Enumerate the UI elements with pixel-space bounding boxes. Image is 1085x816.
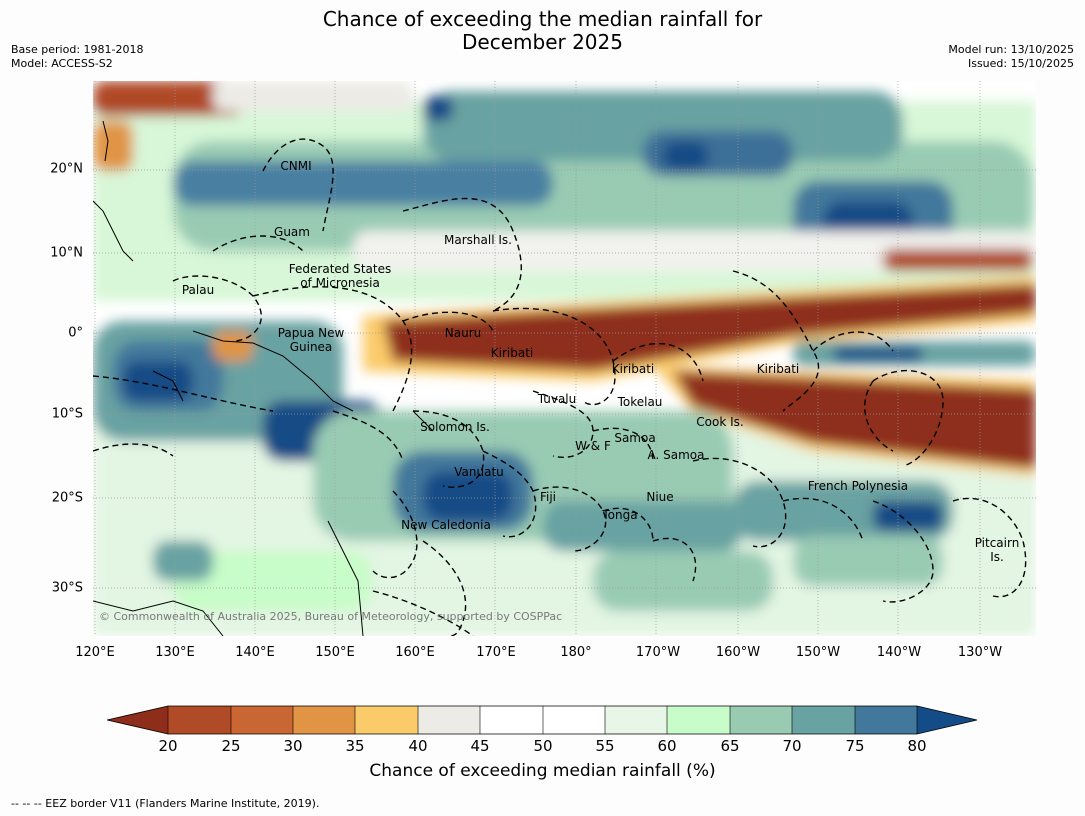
colorbar-tick-70: 70 <box>782 737 802 755</box>
colorbar-tick-75: 75 <box>845 737 865 755</box>
region-label-wallis-futuna[interactable]: W & F <box>575 439 611 453</box>
colorbar-tick-50: 50 <box>533 737 553 755</box>
lat-label-10s: 10°S <box>51 406 83 422</box>
region-label-samoa[interactable]: Samoa <box>614 431 656 445</box>
colorbar-extend-low <box>107 706 168 734</box>
map-canvas <box>93 81 1036 636</box>
lat-label-equator: 0° <box>68 325 83 341</box>
colorbar-dividers <box>167 706 918 734</box>
colorbar-segment-25-30 <box>231 706 293 734</box>
region-label-tonga[interactable]: Tonga <box>602 508 638 522</box>
colorbar-segment-60-65 <box>667 706 730 734</box>
eez-footnote: -- -- -- EEZ border V11 (Flanders Marine… <box>11 797 320 810</box>
lat-label-20s: 20°S <box>51 490 83 506</box>
colorbar-segment-40-45 <box>418 706 480 734</box>
rainfall-map[interactable] <box>93 81 1036 636</box>
region-label-fiji[interactable]: Fiji <box>539 490 557 504</box>
copyright-notice: © Commonwealth of Australia 2025, Bureau… <box>99 610 563 623</box>
colorbar-tick-55: 55 <box>595 737 615 755</box>
colorbar-tick-25: 25 <box>221 737 241 755</box>
colorbar-segment-65-70 <box>730 706 792 734</box>
region-label-fsm-line2[interactable]: of Micronesia <box>300 276 380 290</box>
map-title-line1: Chance of exceeding the median rainfall … <box>322 7 763 31</box>
lon-label-130e: 130°E <box>155 645 195 660</box>
region-label-pitcairn-line2[interactable]: Is. <box>990 550 1004 564</box>
lon-label-180: 180° <box>560 645 592 660</box>
colorbar-tick-40: 40 <box>408 737 428 755</box>
region-label-guam[interactable]: Guam <box>274 225 310 239</box>
model-run: Model run: 13/10/2025 <box>948 43 1074 56</box>
region-label-american-samoa[interactable]: A. Samoa <box>647 448 705 462</box>
region-label-kiribati-central[interactable]: Kiribati <box>611 362 655 376</box>
region-label-kiribati-west[interactable]: Kiribati <box>490 346 534 360</box>
colorbar-segment-55-60 <box>605 706 667 734</box>
region-label-cook-islands[interactable]: Cook Is. <box>696 415 744 429</box>
colorbar-segment-70-75 <box>792 706 855 734</box>
lon-label-150w: 150°W <box>795 645 841 660</box>
lat-label-20n: 20°N <box>50 161 83 177</box>
colorbar-segment-35-40 <box>355 706 418 734</box>
region-label-tuvalu[interactable]: Tuvalu <box>537 392 577 406</box>
coastlines <box>93 120 434 636</box>
lat-label-30s: 30°S <box>51 580 83 596</box>
forecast-shading <box>93 81 1036 636</box>
colorbar-tick-30: 30 <box>283 737 303 755</box>
region-label-png-line2[interactable]: Guinea <box>289 340 333 354</box>
colorbar-tick-45: 45 <box>470 737 490 755</box>
region-label-kiribati-east[interactable]: Kiribati <box>756 362 800 376</box>
lon-label-160w: 160°W <box>715 645 761 660</box>
region-label-fsm-line1[interactable]: Federated States <box>288 262 392 276</box>
region-label-png-line1[interactable]: Papua New <box>277 326 345 340</box>
colorbar-label: Chance of exceeding median rainfall (%) <box>369 761 716 781</box>
lon-label-160e: 160°E <box>395 645 435 660</box>
colorbar-extend-high <box>917 706 977 734</box>
lon-label-150e: 150°E <box>315 645 355 660</box>
region-label-solomon-islands[interactable]: Solomon Is. <box>420 420 490 434</box>
region-label-cnmi[interactable]: CNMI <box>280 159 312 173</box>
issued-date: Issued: 15/10/2025 <box>967 57 1074 70</box>
colorbar-tick-80: 80 <box>907 737 927 755</box>
region-label-marshall-islands[interactable]: Marshall Is. <box>444 233 512 247</box>
colorbar-segment-20-25 <box>168 706 231 734</box>
colorbar-tick-20: 20 <box>158 737 178 755</box>
eez-borders[interactable] <box>93 138 1027 636</box>
region-label-french-polynesia[interactable]: French Polynesia <box>807 479 909 493</box>
lon-label-120e: 120°E <box>75 645 115 660</box>
map-title-line2: December 2025 <box>462 30 623 54</box>
lon-label-130w: 130°W <box>957 645 1003 660</box>
graticule <box>93 81 1036 636</box>
colorbar-segment-75-80 <box>855 706 917 734</box>
lat-label-10n: 10°N <box>50 245 83 261</box>
region-label-tokelau[interactable]: Tokelau <box>617 395 663 409</box>
lon-label-140e: 140°E <box>235 645 275 660</box>
colorbar-segment-30-35 <box>293 706 355 734</box>
metadata-right: Model run: 13/10/2025 Issued: 15/10/2025 <box>948 43 1074 71</box>
colorbar-tick-65: 65 <box>720 737 740 755</box>
map-title: Chance of exceeding the median rainfall … <box>0 8 1085 54</box>
lon-label-170e: 170°E <box>476 645 516 660</box>
region-label-new-caledonia[interactable]: New Caledonia <box>401 518 491 532</box>
colorbar-tick-60: 60 <box>657 737 677 755</box>
region-label-pitcairn-line1[interactable]: Pitcairn <box>974 536 1020 550</box>
base-period: Base period: 1981-2018 <box>11 43 144 56</box>
metadata-left: Base period: 1981-2018 Model: ACCESS-S2 <box>11 43 143 71</box>
colorbar-tick-35: 35 <box>345 737 365 755</box>
colorbar-segment-50-55 <box>543 706 605 734</box>
lon-label-140w: 140°W <box>876 645 922 660</box>
lon-label-170w: 170°W <box>635 645 681 660</box>
model-name: Model: ACCESS-S2 <box>11 57 113 70</box>
region-label-vanuatu[interactable]: Vanuatu <box>454 465 504 479</box>
colorbar-segment-45-50 <box>480 706 543 734</box>
region-label-palau[interactable]: Palau <box>181 283 215 297</box>
region-label-niue[interactable]: Niue <box>646 490 674 504</box>
colorbar <box>107 705 978 735</box>
region-label-nauru[interactable]: Nauru <box>444 326 482 340</box>
